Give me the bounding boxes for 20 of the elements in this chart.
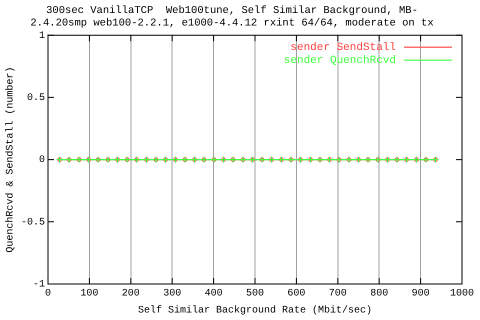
y-tick-label: -1 bbox=[32, 280, 46, 291]
legend-label: sender SendStall bbox=[290, 42, 396, 54]
legend-label: sender QuenchRcvd bbox=[284, 55, 396, 68]
x-tick-label: 300 bbox=[163, 288, 182, 300]
x-tick-label: 800 bbox=[370, 288, 388, 300]
y-axis-title: QuenchRcvd & SendStall (number) bbox=[4, 66, 17, 253]
x-tick-label: 500 bbox=[246, 288, 264, 300]
x-tick-label: 1000 bbox=[450, 288, 474, 300]
x-tick-label: 200 bbox=[122, 288, 140, 300]
y-tick-label: 1 bbox=[38, 30, 46, 42]
chart-title: 300sec VanillaTCP Web100tune, Self Similar Background, MB- 2.4.20smp web100-2.2.1, e1000-4.4.12 rxint 64/64, moderate on tx bbox=[30, 5, 434, 30]
x-axis-title: Self Similar Background Rate (Mbit/sec) bbox=[138, 304, 372, 317]
x-tick-label: 700 bbox=[328, 288, 347, 300]
x-tick-label: 400 bbox=[204, 288, 223, 300]
y-tick-label: -0.5 bbox=[20, 217, 46, 228]
y-tick-label: 0.5 bbox=[26, 93, 46, 104]
x-tick-label: 600 bbox=[287, 288, 306, 300]
x-tick-label: 900 bbox=[412, 288, 430, 300]
x-tick-label: 100 bbox=[80, 288, 98, 300]
y-tick-label: 0 bbox=[38, 155, 46, 166]
